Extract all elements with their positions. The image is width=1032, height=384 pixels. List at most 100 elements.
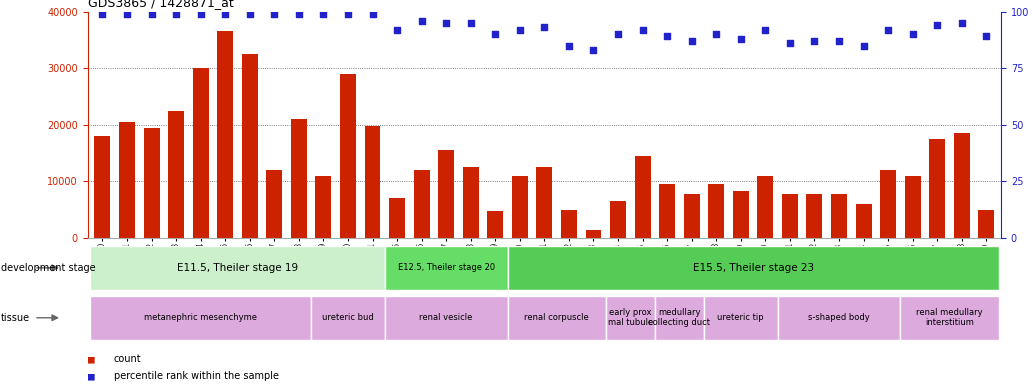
Text: ureteric bud: ureteric bud (322, 313, 374, 322)
Bar (585, 230, 602, 238)
Bar (704, 296, 778, 340)
Text: E15.5, Theiler stage 23: E15.5, Theiler stage 23 (692, 263, 813, 273)
Bar (733, 191, 749, 238)
Text: metanephric mesenchyme: metanephric mesenchyme (144, 313, 257, 322)
Point (856, 43, 872, 49)
Point (143, 11, 160, 17)
Bar (905, 176, 921, 238)
Bar (217, 31, 233, 238)
Bar (778, 296, 900, 340)
Point (119, 11, 135, 17)
Point (831, 38, 847, 44)
Text: medullary
collecting duct: medullary collecting duct (648, 308, 710, 328)
Bar (954, 133, 970, 238)
Text: E12.5, Theiler stage 20: E12.5, Theiler stage 20 (397, 263, 494, 272)
Bar (241, 54, 258, 238)
Point (954, 20, 970, 26)
Bar (900, 296, 999, 340)
Point (168, 11, 185, 17)
Point (806, 38, 823, 44)
Point (978, 33, 995, 40)
Bar (606, 296, 655, 340)
Bar (508, 296, 606, 340)
Point (585, 47, 602, 53)
Point (315, 11, 331, 17)
Point (536, 24, 552, 30)
Bar (168, 111, 184, 238)
Point (708, 31, 724, 37)
Bar (385, 246, 508, 290)
Text: percentile rank within the sample: percentile rank within the sample (114, 371, 279, 381)
Point (241, 11, 258, 17)
Text: ureteric tip: ureteric tip (717, 313, 764, 322)
Point (757, 26, 774, 33)
Bar (90, 296, 311, 340)
Bar (119, 122, 135, 238)
Bar (635, 156, 650, 238)
Point (560, 43, 577, 49)
Point (364, 11, 381, 17)
Bar (978, 210, 994, 238)
Bar (561, 210, 577, 238)
Bar (684, 194, 700, 238)
Bar (655, 296, 704, 340)
Bar (414, 170, 429, 238)
Bar (508, 246, 999, 290)
Bar (364, 126, 381, 238)
Text: tissue: tissue (1, 313, 30, 323)
Point (904, 31, 921, 37)
Point (340, 11, 356, 17)
Bar (389, 199, 405, 238)
Bar (193, 68, 208, 238)
Bar (143, 127, 160, 238)
Bar (537, 167, 552, 238)
Bar (385, 296, 508, 340)
Bar (90, 246, 385, 290)
Bar (95, 136, 110, 238)
Point (291, 11, 308, 17)
Bar (266, 170, 283, 238)
Point (266, 11, 283, 17)
Text: ■: ■ (88, 354, 95, 364)
Bar (610, 201, 626, 238)
Point (929, 22, 945, 28)
Bar (462, 167, 479, 238)
Point (635, 26, 651, 33)
Point (487, 31, 504, 37)
Bar (316, 176, 331, 238)
Point (880, 26, 897, 33)
Text: s-shaped body: s-shaped body (808, 313, 870, 322)
Point (414, 18, 430, 24)
Bar (512, 176, 527, 238)
Text: ■: ■ (88, 371, 95, 381)
Point (438, 20, 454, 26)
Bar (929, 139, 945, 238)
Point (658, 33, 675, 40)
Point (389, 26, 406, 33)
Text: development stage: development stage (1, 263, 96, 273)
Point (192, 11, 208, 17)
Bar (291, 119, 307, 238)
Text: count: count (114, 354, 141, 364)
Point (610, 31, 626, 37)
Bar (487, 211, 504, 238)
Bar (340, 74, 356, 238)
Point (733, 36, 749, 42)
Bar (708, 184, 724, 238)
Bar (311, 296, 385, 340)
Text: early prox
mal tubule: early prox mal tubule (608, 308, 653, 328)
Point (94, 11, 110, 17)
Bar (757, 176, 773, 238)
Bar (831, 194, 847, 238)
Text: renal medullary
interstitium: renal medullary interstitium (916, 308, 982, 328)
Point (217, 11, 233, 17)
Bar (782, 194, 798, 238)
Point (683, 38, 700, 44)
Bar (439, 150, 454, 238)
Text: renal vesicle: renal vesicle (419, 313, 473, 322)
Point (462, 20, 479, 26)
Text: GDS3865 / 1428871_at: GDS3865 / 1428871_at (88, 0, 233, 9)
Bar (880, 170, 896, 238)
Bar (659, 184, 675, 238)
Point (512, 26, 528, 33)
